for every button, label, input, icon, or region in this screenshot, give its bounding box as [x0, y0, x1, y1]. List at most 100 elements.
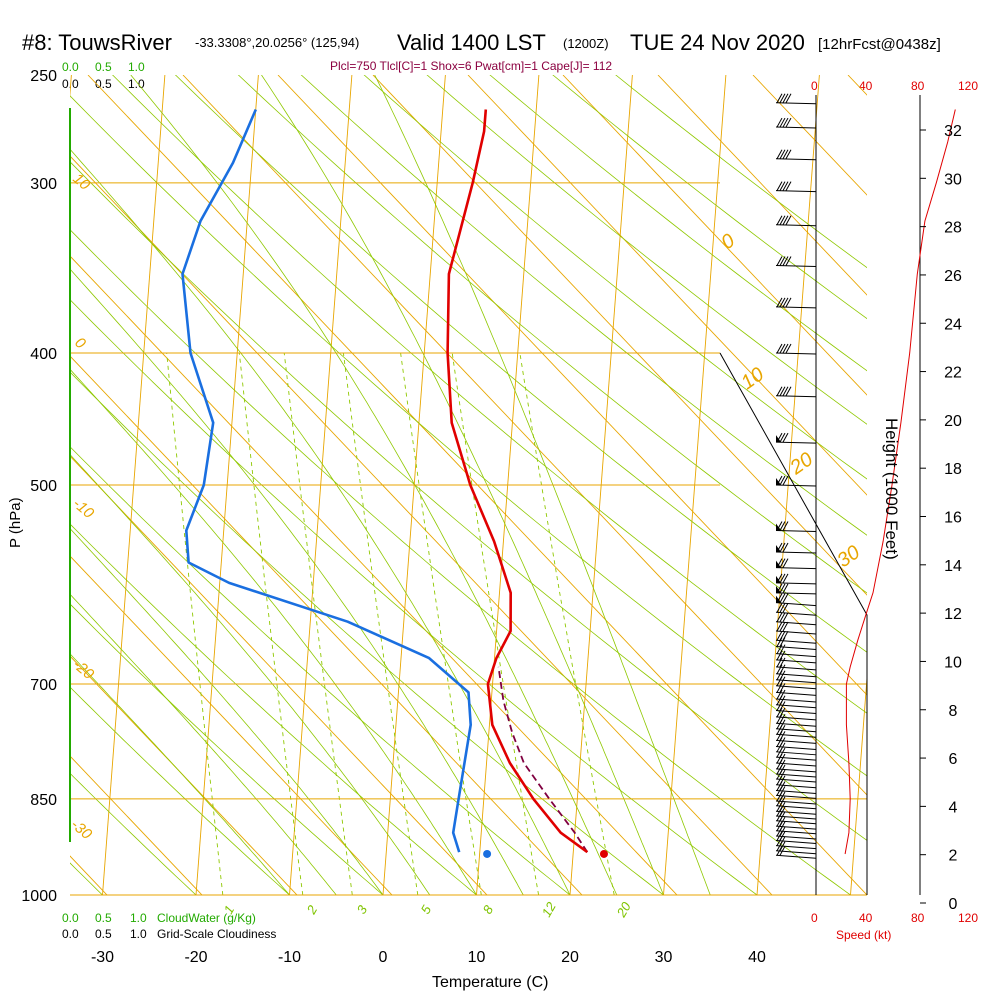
mixing-ratio-line	[283, 352, 353, 895]
barb-pennant	[776, 585, 781, 593]
dry-adiabat	[70, 862, 104, 895]
barb-feather	[785, 297, 792, 308]
barb-shaft	[775, 722, 817, 727]
scale-label-10: 10	[737, 363, 768, 394]
barb-shaft	[775, 530, 817, 533]
barb-feather	[782, 542, 789, 553]
barb-shaft	[775, 666, 817, 671]
moist-adiabat	[374, 75, 711, 895]
barb-feather	[779, 683, 786, 693]
scale-label-30: 30	[833, 541, 864, 572]
barb-feather	[779, 573, 786, 584]
barb-feather	[779, 149, 786, 159]
barb-feather	[779, 386, 786, 397]
barb-feather	[776, 612, 783, 622]
bottom-speed-tick-1: 40	[859, 911, 873, 925]
barb-shaft	[775, 751, 817, 756]
barb-feather	[779, 542, 786, 553]
barb-shaft	[775, 830, 817, 835]
dry-adiabat	[489, 75, 867, 372]
barb-feather	[776, 644, 783, 654]
bottom-cl-tick-1: 0.5	[95, 927, 112, 941]
bottom-cloudwater-legend: 0.0 0.5 1.0 CloudWater (g/Kg) 0.0 0.5 1.…	[62, 911, 276, 941]
barb-feather	[782, 593, 789, 603]
wind-barb	[775, 521, 817, 533]
barb-feather	[782, 181, 789, 191]
barb-feather	[782, 583, 789, 594]
barb-feather	[776, 689, 783, 700]
dry-adiabat	[174, 75, 867, 653]
barb-shaft	[775, 768, 817, 773]
valid-zulu: (1200Z)	[563, 36, 609, 51]
barb-feather	[782, 621, 789, 632]
barb-feather	[782, 386, 789, 397]
moist-adiabat	[70, 268, 524, 895]
top-cw-tick-2: 1.0	[128, 60, 145, 74]
bottom-speed-tick-2: 80	[911, 911, 925, 925]
wind-barb	[775, 621, 817, 635]
barb-feather	[779, 621, 786, 632]
barb-feather	[779, 593, 786, 603]
height-tick-label: 28	[944, 220, 962, 237]
wind-barb	[775, 93, 817, 105]
x-tick-label: -30	[91, 949, 114, 966]
height-tick-label: 16	[944, 510, 962, 527]
top-speed-tick-1: 40	[859, 79, 873, 93]
barb-shaft	[775, 224, 817, 227]
wind-barb	[775, 542, 817, 554]
barb-shaft	[775, 621, 817, 626]
moist-adiabat	[70, 653, 290, 895]
y-axis-label: P (hPa)	[7, 497, 24, 548]
dry-adiabat	[70, 772, 197, 895]
wind-barb	[775, 689, 817, 703]
barb-shaft	[775, 698, 817, 703]
dry-adiabat	[70, 299, 758, 895]
barb-shaft	[775, 810, 817, 815]
barb-shaft	[775, 800, 817, 805]
barb-feather	[779, 695, 786, 706]
station-coords: -33.3308°,20.0256° (125,94)	[195, 35, 359, 50]
wind-barb	[775, 475, 817, 487]
barb-feather	[779, 781, 786, 791]
barb-feather	[779, 689, 786, 700]
wind-speed-profile	[844, 109, 956, 855]
moist-adiabat	[70, 148, 571, 895]
barb-feather	[779, 432, 786, 443]
barb-feather	[776, 386, 783, 397]
barb-feather	[776, 683, 783, 693]
x-tick-label: -10	[278, 949, 301, 966]
barb-feather	[779, 630, 786, 641]
barb-shaft	[775, 762, 817, 767]
height-tick-label: 32	[944, 123, 962, 140]
barb-pennant	[776, 523, 781, 531]
dry-adiabat	[70, 371, 665, 895]
barb-shaft	[775, 102, 817, 105]
barb-feather	[779, 558, 786, 568]
station-title: #8: TouwsRiver	[22, 30, 172, 55]
barb-feather	[776, 93, 783, 103]
top-speed-tick-2: 80	[911, 79, 925, 93]
dry-adiabat	[552, 75, 867, 320]
height-tick-label: 26	[944, 268, 962, 285]
barb-shaft	[775, 815, 817, 820]
barb-shaft	[775, 265, 817, 268]
dry-adiabat	[237, 75, 867, 594]
pressure-tick-label: 400	[30, 346, 57, 363]
barb-shaft	[775, 126, 817, 129]
mixing-ratio-line	[400, 352, 482, 895]
dry-adiabat	[70, 161, 867, 841]
barb-shaft	[775, 441, 817, 444]
barb-feather	[782, 256, 789, 266]
isotherm-label-10: 10	[69, 170, 93, 194]
barb-feather	[782, 612, 789, 622]
barb-feather	[776, 117, 783, 128]
barb-feather	[782, 149, 789, 159]
barb-shaft	[775, 716, 817, 721]
barb-feather	[776, 657, 783, 668]
parcel-trace	[497, 666, 589, 853]
pressure-tick-label: 500	[30, 478, 57, 495]
height-tick-label: 14	[944, 558, 962, 575]
barb-feather	[776, 256, 783, 266]
isotherm-line	[850, 672, 867, 895]
wind-barb	[775, 117, 817, 129]
